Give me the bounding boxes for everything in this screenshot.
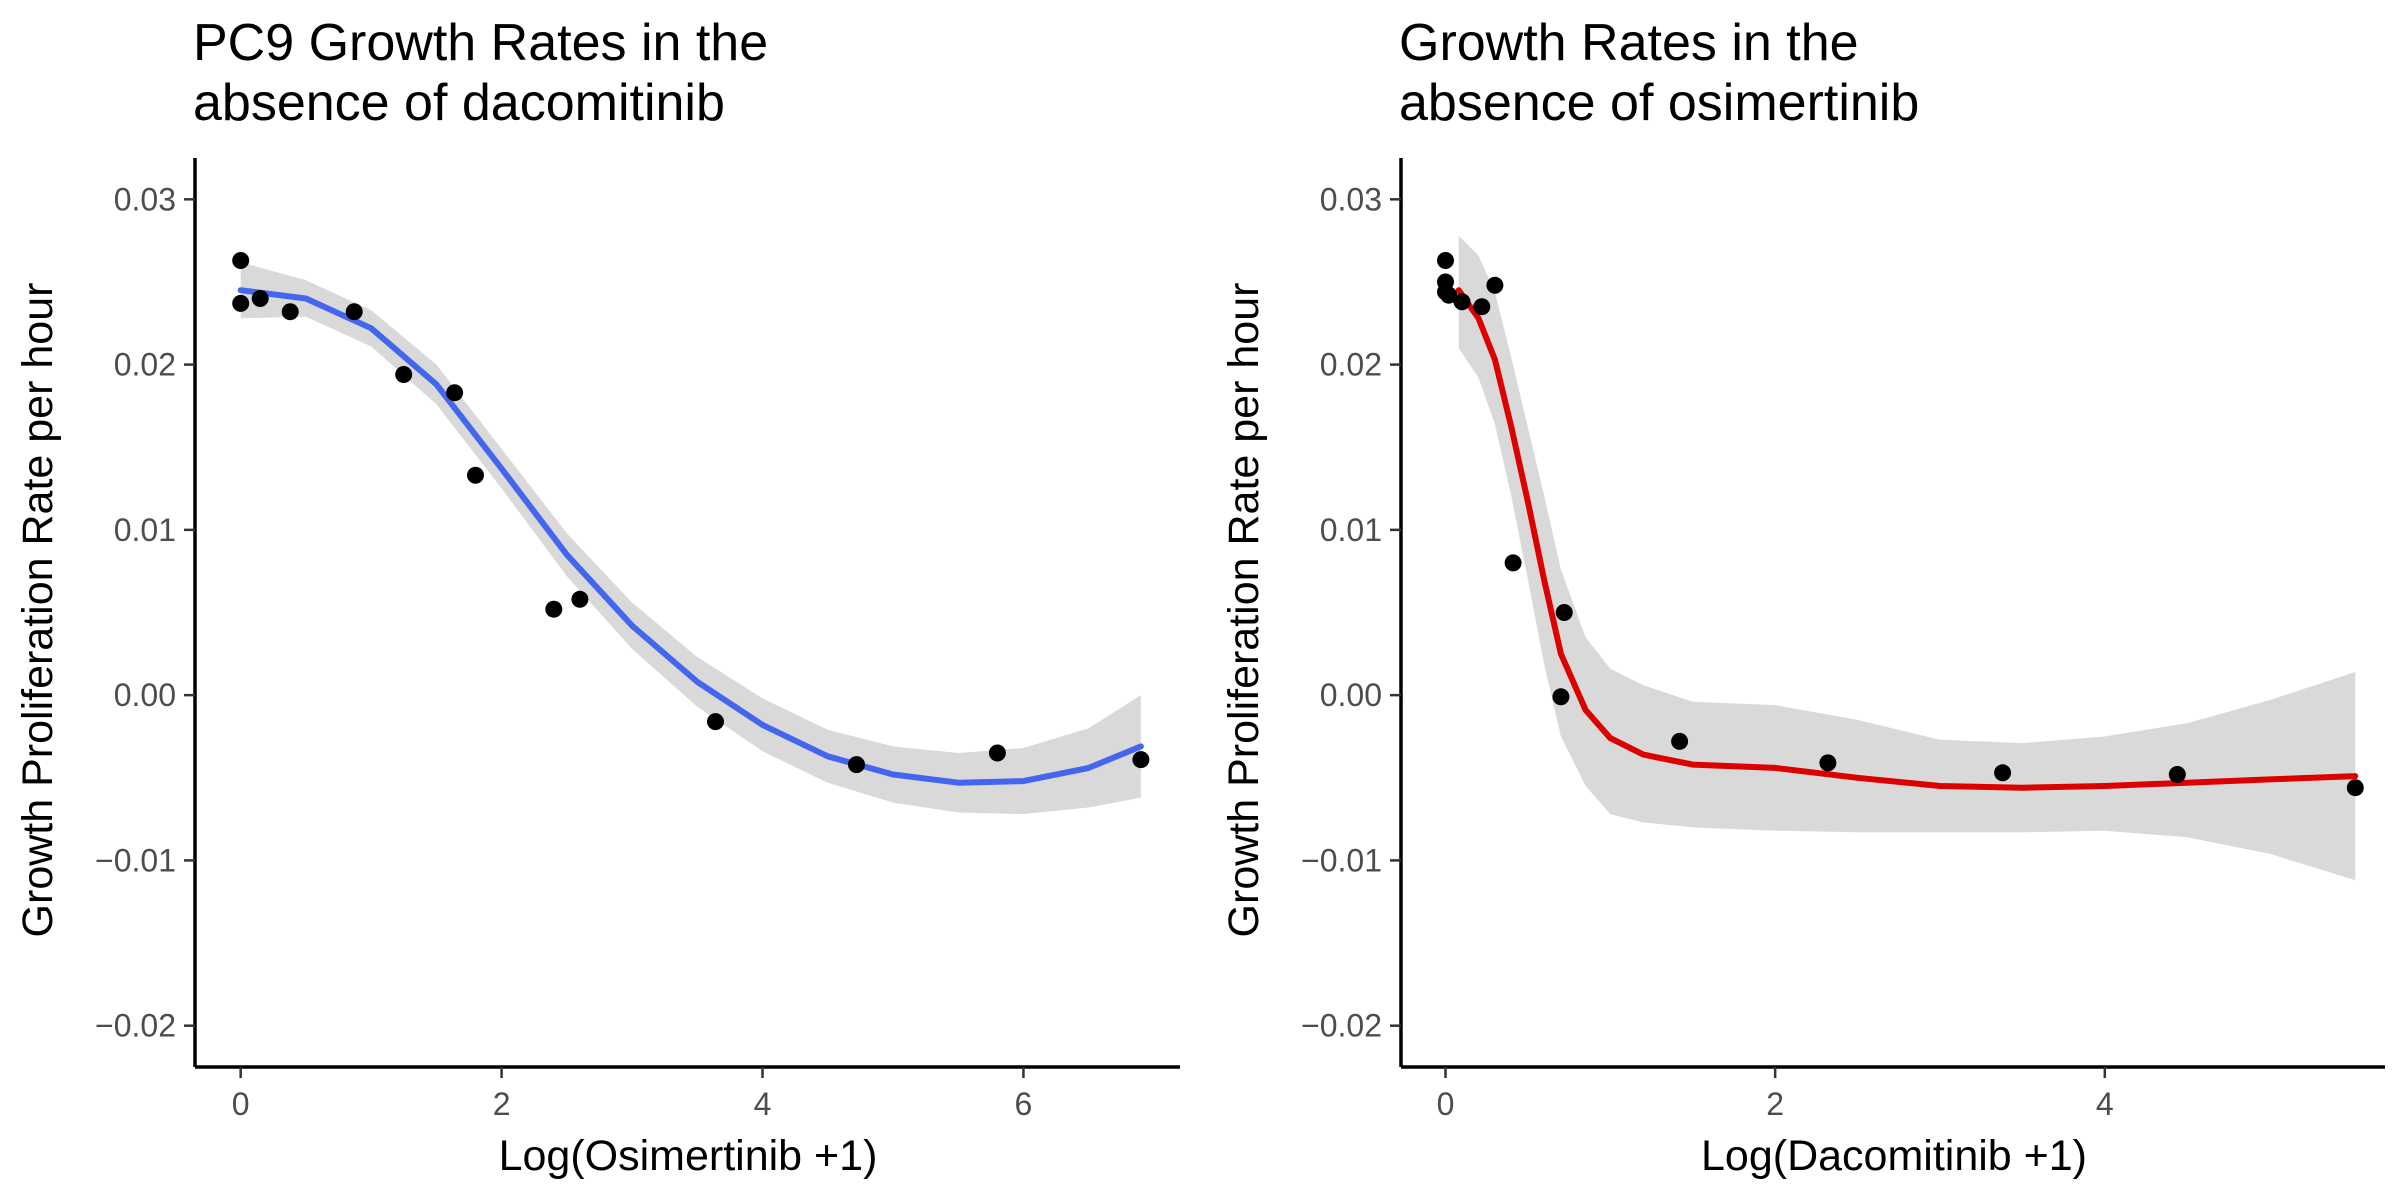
panel-left-y-axis-label: Growth Proliferation Rate per hour	[14, 283, 62, 938]
panel-left-x-tick-label: 6	[1015, 1086, 1033, 1122]
panel-left-band-layer	[240, 262, 1141, 815]
panel-right-data-point	[2346, 779, 2364, 797]
panel-left-y-tick-label: 0.00	[114, 677, 176, 713]
panel-right-data-point	[1486, 276, 1504, 294]
panel-left-axes-layer: −0.02 −0.01 0.00 0.01 0.02 0.03 0 2 4 6	[95, 158, 1180, 1122]
panel-left-smooth-line	[237, 287, 1144, 786]
panel-left-title-line-1: PC9 Growth Rates in the	[193, 14, 768, 72]
panel-left-data-point	[988, 744, 1006, 762]
panel-right-points-layer	[1437, 252, 2364, 797]
panel-right-title-line-1: Growth Rates in the	[1399, 14, 1859, 72]
panel-left-data-point	[281, 303, 299, 321]
panel-left-data-point	[848, 756, 865, 774]
panel-right-data-point	[1440, 286, 1458, 304]
panel-left-data-point	[395, 366, 413, 383]
panel-left-points-layer	[232, 252, 1150, 774]
panel-left-data-point	[1132, 751, 1150, 769]
panel-left-y-tick-label: 0.03	[114, 181, 176, 217]
panel-left-confidence-band	[240, 262, 1141, 815]
panel-left-data-point	[345, 303, 363, 321]
panel-right-y-tick-label: 0.02	[1320, 347, 1382, 383]
panel-right-x-tick-label: 2	[1766, 1086, 1784, 1122]
panel-left-data-point	[571, 590, 589, 608]
panel-right-y-tick-label: −0.01	[1301, 842, 1382, 878]
panel-left-y-tick-label: 0.01	[114, 512, 176, 548]
panel-left-x-tick-label: 4	[754, 1086, 772, 1122]
panel-left-data-point	[232, 294, 250, 312]
panel-right-data-point	[1437, 252, 1454, 269]
panel-left-x-axis-label: Log(Osimertinib +1)	[499, 1132, 878, 1180]
panel-right-x-axis-label: Log(Dacomitinib +1)	[1701, 1132, 2087, 1180]
panel-right-x-tick-label: 4	[2096, 1086, 2114, 1122]
panel-left: PC9 Growth Rates in the absence of dacom…	[14, 14, 1180, 1180]
panel-right-data-point	[1555, 604, 1573, 621]
panel-right-x-tick-label: 0	[1437, 1086, 1455, 1122]
panel-right-smooth-line	[1455, 287, 2359, 791]
panel-right-y-axis-label: Growth Proliferation Rate per hour	[1220, 283, 1268, 938]
panel-right-data-point	[1819, 754, 1837, 772]
panel-right-data-point	[1994, 764, 2012, 782]
panel-right-y-tick-label: −0.02	[1301, 1008, 1382, 1044]
panel-left-data-point	[707, 713, 724, 731]
panel-right-axes-layer: −0.02 −0.01 0.00 0.01 0.02 0.03 0 2 4	[1301, 158, 2385, 1122]
panel-right-title-line-2: absence of osimertinib	[1399, 74, 1919, 132]
panel-right-fit-layer	[1455, 287, 2359, 791]
panel-left-x-tick-label: 0	[232, 1086, 250, 1122]
panel-left-fit-layer	[237, 287, 1144, 786]
panel-left-x-tick-label: 2	[493, 1086, 511, 1122]
panel-right-data-point	[1473, 298, 1491, 316]
panel-left-data-point	[446, 384, 464, 402]
panel-right-data-point	[1504, 554, 1522, 572]
panel-right-data-point	[1453, 293, 1471, 311]
panel-right-y-tick-label: 0.01	[1320, 512, 1382, 548]
panel-left-data-point	[545, 600, 563, 618]
panel-left-y-tick-label: −0.02	[95, 1008, 176, 1044]
panel-left-title-line-2: absence of dacomitinib	[193, 74, 725, 132]
panel-right-data-point	[2168, 766, 2186, 783]
panel-right-data-point	[1552, 688, 1570, 706]
panel-left-data-point	[232, 252, 250, 269]
panel-right-data-point	[1671, 732, 1689, 750]
panel-right-confidence-band	[1458, 235, 2356, 881]
panel-right: Growth Rates in the absence of osimertin…	[1220, 14, 2385, 1180]
panel-left-y-tick-label: 0.02	[114, 347, 176, 383]
panel-right-band-layer	[1458, 235, 2356, 881]
panel-left-data-point	[467, 466, 484, 484]
panel-right-y-tick-label: 0.03	[1320, 181, 1382, 217]
panel-left-data-point	[251, 290, 269, 307]
panel-right-y-tick-label: 0.00	[1320, 677, 1382, 713]
panel-left-y-tick-label: −0.01	[95, 842, 176, 878]
